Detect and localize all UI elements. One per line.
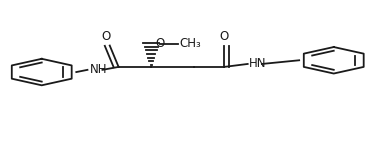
Text: HN: HN — [249, 57, 267, 70]
Text: NH: NH — [90, 63, 107, 76]
Text: O: O — [219, 30, 229, 43]
Text: O: O — [101, 30, 111, 43]
Text: O: O — [156, 37, 165, 50]
Text: CH₃: CH₃ — [179, 37, 200, 50]
